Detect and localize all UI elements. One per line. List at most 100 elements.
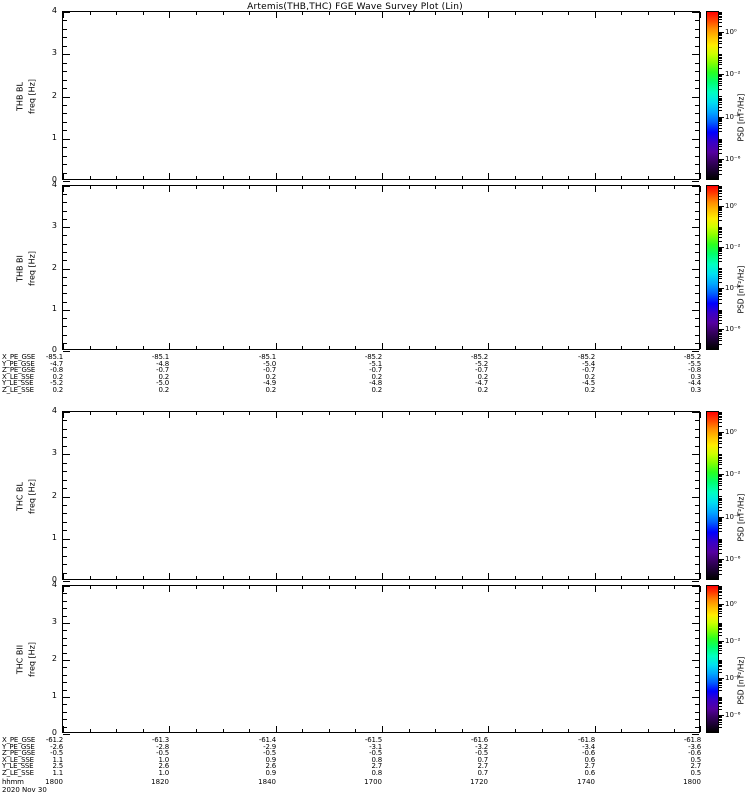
colorbar-tick-minor	[719, 164, 722, 165]
x-tick-minor	[223, 412, 224, 415]
colorbar-tick-minor	[719, 12, 722, 13]
y-tick-label: 3	[51, 448, 57, 457]
y-tick-minor	[63, 54, 67, 55]
colorbar-tick-minor	[719, 303, 722, 304]
x-tick-major	[63, 186, 64, 192]
annot-value: 2.6	[158, 762, 169, 771]
y-tick-minor	[63, 227, 67, 228]
y-tick-minor	[695, 244, 699, 245]
x-tick-minor	[648, 412, 649, 415]
colorbar-thc-bl	[706, 411, 719, 580]
annot-value: 0.9	[265, 769, 276, 777]
y-tick-minor	[63, 202, 67, 203]
colorbar-tick-label: 10⁻²	[725, 637, 741, 645]
y-tick-minor	[695, 147, 699, 148]
colorbar-tick-minor	[719, 611, 722, 612]
x-tick-minor	[568, 412, 569, 415]
colorbar-tick-minor	[719, 455, 722, 456]
y-tick-major	[63, 412, 70, 413]
colorbar-tick-label: 10⁻⁶	[725, 711, 741, 719]
colorbar-tick-minor	[719, 78, 722, 79]
x-tick-minor	[249, 346, 250, 349]
x-tick-minor	[462, 12, 463, 15]
y-tick-minor	[63, 727, 67, 728]
y-tick-minor	[63, 719, 67, 720]
annot-value: 0.6	[584, 755, 595, 764]
y-tick-minor	[695, 156, 699, 157]
y-tick-minor	[695, 29, 699, 30]
x-tick-minor	[223, 586, 224, 589]
colorbar-tick-minor	[719, 212, 722, 213]
annot-value: -85.2	[364, 353, 382, 361]
y-tick-minor	[63, 63, 67, 64]
colorbar-tick-label: 10⁻⁴	[725, 284, 741, 292]
x-tick-minor	[329, 729, 330, 732]
y-tick-minor	[63, 505, 67, 506]
colorbar-tick-minor	[719, 102, 722, 103]
colorbar-tick-minor	[719, 454, 722, 455]
colorbar-tick-label: 10⁻⁶	[725, 325, 741, 333]
y-tick-label: 4	[51, 180, 57, 189]
colorbar-tick-minor	[719, 541, 722, 542]
colorbar-tick-minor	[719, 99, 722, 100]
colorbar-tick-minor	[719, 653, 722, 654]
y-tick-minor	[695, 326, 699, 327]
colorbar-tick-minor	[719, 294, 722, 295]
x-tick-minor	[302, 729, 303, 732]
y-tick-minor	[63, 310, 67, 311]
x-tick-minor	[90, 186, 91, 189]
annot-value: 0.8	[371, 755, 382, 764]
annot-value: 0.3	[690, 372, 701, 381]
colorbar-tick-minor	[719, 98, 722, 99]
x-tick-minor	[196, 176, 197, 179]
y-tick-minor	[695, 608, 699, 609]
colorbar-tick-minor	[719, 22, 722, 23]
x-tick-minor	[116, 729, 117, 732]
x-tick-minor	[568, 576, 569, 579]
colorbar-tick-minor	[719, 310, 722, 311]
annot-row-label: X_LE_SSE	[2, 755, 34, 764]
colorbar-tick-minor	[719, 118, 722, 119]
colorbar-tick-minor	[719, 643, 722, 644]
colorbar-tick-label: 10⁻⁶	[725, 555, 741, 563]
y-tick-minor	[63, 122, 67, 123]
y-tick-minor	[695, 593, 699, 594]
colorbar-tick-minor	[719, 716, 722, 717]
colorbar-tick-minor	[719, 41, 722, 42]
annot-value: -3.6	[688, 742, 701, 751]
colorbar-tick-minor	[719, 588, 722, 589]
colorbar-tick-minor	[719, 628, 722, 629]
colorbar-tick-minor	[719, 475, 722, 476]
y-tick-major	[692, 412, 699, 413]
x-tick-minor	[542, 176, 543, 179]
x-tick-major	[63, 343, 64, 349]
x-tick-major	[63, 726, 64, 732]
x-tick-minor	[435, 729, 436, 732]
colorbar-tick-minor	[719, 592, 722, 593]
colorbar-tick-minor	[719, 485, 722, 486]
y-tick-minor	[63, 97, 67, 98]
y-tick-minor	[63, 71, 67, 72]
colorbar-tick-minor	[719, 68, 722, 69]
x-tick-minor	[223, 12, 224, 15]
colorbar-tick-minor	[719, 422, 722, 423]
x-tick-minor	[674, 12, 675, 15]
colorbar-tick-minor	[719, 81, 722, 82]
colorbar-tick-minor	[719, 479, 722, 480]
x-tick-major	[595, 173, 596, 179]
x-tick-minor	[674, 729, 675, 732]
x-tick-major	[169, 186, 170, 192]
x-tick-minor	[302, 412, 303, 415]
x-tick-minor	[196, 346, 197, 349]
time-tick-label: 1800	[45, 777, 63, 786]
colorbar-tick	[719, 74, 724, 75]
y-tick-minor	[695, 20, 699, 21]
colorbar-tick-label: 10⁻⁶	[725, 155, 741, 163]
x-tick-minor	[568, 186, 569, 189]
x-tick-minor	[409, 176, 410, 179]
y-tick-minor	[695, 581, 699, 582]
y-tick-minor	[63, 29, 67, 30]
colorbar-tick-minor	[719, 586, 722, 587]
y-tick-minor	[695, 164, 699, 165]
annot-row-label: Z_PE_GSE	[2, 366, 36, 375]
